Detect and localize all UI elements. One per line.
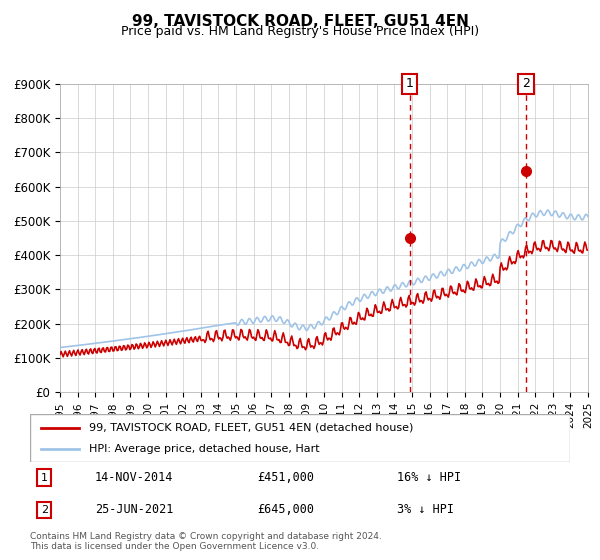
Text: 2: 2 bbox=[41, 505, 48, 515]
Text: 1: 1 bbox=[41, 473, 48, 483]
Text: 25-JUN-2021: 25-JUN-2021 bbox=[95, 503, 173, 516]
Text: 99, TAVISTOCK ROAD, FLEET, GU51 4EN (detached house): 99, TAVISTOCK ROAD, FLEET, GU51 4EN (det… bbox=[89, 423, 414, 433]
Text: This data is licensed under the Open Government Licence v3.0.: This data is licensed under the Open Gov… bbox=[30, 542, 319, 551]
Text: £451,000: £451,000 bbox=[257, 471, 314, 484]
Text: 3% ↓ HPI: 3% ↓ HPI bbox=[397, 503, 454, 516]
Text: 1: 1 bbox=[406, 77, 413, 91]
Text: HPI: Average price, detached house, Hart: HPI: Average price, detached house, Hart bbox=[89, 444, 320, 454]
Text: 99, TAVISTOCK ROAD, FLEET, GU51 4EN: 99, TAVISTOCK ROAD, FLEET, GU51 4EN bbox=[131, 14, 469, 29]
Text: 14-NOV-2014: 14-NOV-2014 bbox=[95, 471, 173, 484]
Text: 16% ↓ HPI: 16% ↓ HPI bbox=[397, 471, 461, 484]
Text: £645,000: £645,000 bbox=[257, 503, 314, 516]
Text: Contains HM Land Registry data © Crown copyright and database right 2024.: Contains HM Land Registry data © Crown c… bbox=[30, 532, 382, 541]
FancyBboxPatch shape bbox=[30, 414, 570, 462]
Text: 2: 2 bbox=[522, 77, 530, 91]
Text: Price paid vs. HM Land Registry's House Price Index (HPI): Price paid vs. HM Land Registry's House … bbox=[121, 25, 479, 38]
